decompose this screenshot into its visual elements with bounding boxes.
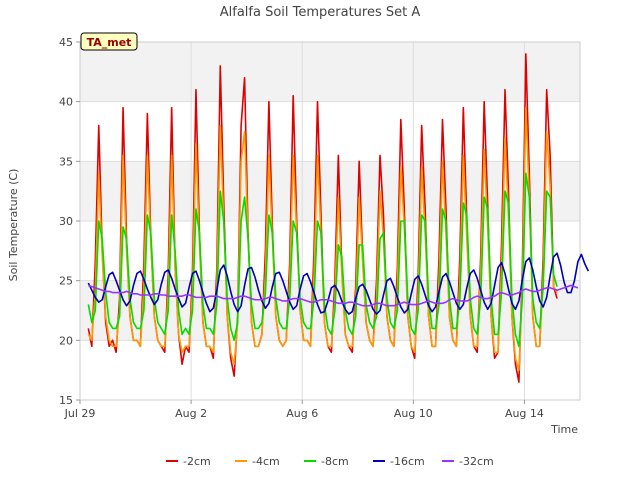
x-tick-label: Aug 10	[394, 407, 433, 420]
y-axis-label: Soil Temperature (C)	[7, 169, 20, 282]
x-tick-label: Aug 6	[286, 407, 318, 420]
annotation-text: TA_met	[87, 36, 132, 49]
series-line-16cm	[87, 252, 590, 315]
band	[80, 161, 580, 221]
legend-label: -4cm	[252, 455, 280, 468]
y-axis: 15 20 25 30 35 40 45	[59, 36, 80, 407]
x-tick-label: Aug 14	[505, 407, 544, 420]
y-tick-label: 20	[59, 334, 73, 347]
annotation-badge: TA_met	[80, 32, 138, 51]
y-tick-label: 35	[59, 155, 73, 168]
y-tick-label: 45	[59, 36, 73, 49]
plot-background-bands	[80, 42, 580, 400]
series-line-8cm	[87, 172, 558, 348]
x-axis: Jul 29 Aug 2 Aug 6 Aug 10 Aug 14	[64, 400, 544, 420]
legend-label: -16cm	[390, 455, 425, 468]
y-tick-label: 30	[59, 215, 73, 228]
band	[80, 42, 580, 102]
y-tick-label: 40	[59, 96, 73, 109]
legend-label: -2cm	[183, 455, 211, 468]
x-tick-label: Jul 29	[64, 407, 96, 420]
chart-title: Alfalfa Soil Temperatures Set A	[220, 5, 421, 20]
y-tick-label: 25	[59, 275, 73, 288]
x-tick-label: Aug 2	[175, 407, 207, 420]
x-axis-label: Time	[550, 423, 578, 436]
legend-label: -32cm	[459, 455, 494, 468]
series-lines	[87, 53, 590, 383]
series-line-32cm	[88, 284, 579, 307]
legend-label: -8cm	[321, 455, 349, 468]
legend: -2cm -4cm -8cm -16cm -32cm	[166, 455, 494, 468]
y-tick-label: 15	[59, 394, 73, 407]
band	[80, 101, 580, 162]
